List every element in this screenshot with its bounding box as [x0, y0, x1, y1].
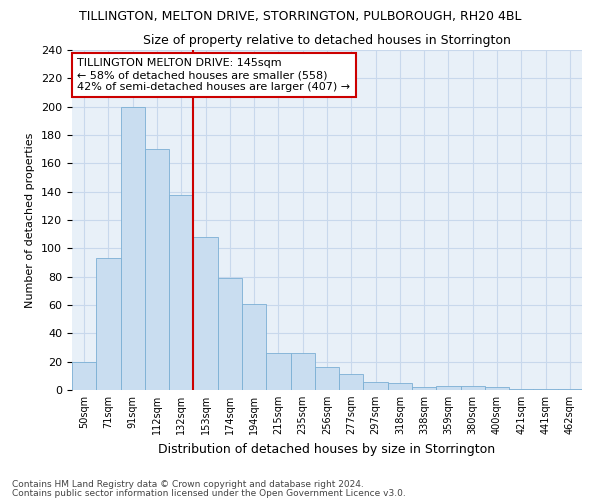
Y-axis label: Number of detached properties: Number of detached properties	[25, 132, 35, 308]
Bar	[533, 388, 558, 390]
X-axis label: Distribution of detached houses by size in Storrington: Distribution of detached houses by size …	[158, 442, 496, 456]
Bar	[364, 382, 388, 390]
Text: Contains public sector information licensed under the Open Government Licence v3: Contains public sector information licen…	[12, 488, 406, 498]
Bar	[315, 368, 339, 390]
Bar	[169, 194, 193, 390]
Title: Size of property relative to detached houses in Storrington: Size of property relative to detached ho…	[143, 34, 511, 48]
Bar	[436, 386, 461, 390]
Bar	[412, 387, 436, 390]
Bar	[242, 304, 266, 390]
Bar	[509, 388, 533, 390]
Bar	[121, 106, 145, 390]
Bar	[145, 149, 169, 390]
Bar	[72, 362, 96, 390]
Bar	[485, 387, 509, 390]
Text: TILLINGTON MELTON DRIVE: 145sqm
← 58% of detached houses are smaller (558)
42% o: TILLINGTON MELTON DRIVE: 145sqm ← 58% of…	[77, 58, 350, 92]
Bar	[266, 353, 290, 390]
Bar	[290, 353, 315, 390]
Bar	[558, 388, 582, 390]
Bar	[218, 278, 242, 390]
Bar	[461, 386, 485, 390]
Text: TILLINGTON, MELTON DRIVE, STORRINGTON, PULBOROUGH, RH20 4BL: TILLINGTON, MELTON DRIVE, STORRINGTON, P…	[79, 10, 521, 23]
Text: Contains HM Land Registry data © Crown copyright and database right 2024.: Contains HM Land Registry data © Crown c…	[12, 480, 364, 489]
Bar	[388, 383, 412, 390]
Bar	[96, 258, 121, 390]
Bar	[193, 237, 218, 390]
Bar	[339, 374, 364, 390]
